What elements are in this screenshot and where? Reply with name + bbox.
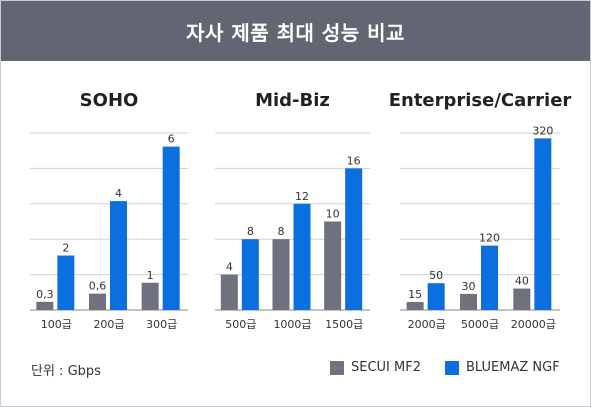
bar-secui-enterprise-carrier-0 (406, 301, 424, 310)
legend-item-secui: SECUI MF2 (330, 360, 421, 375)
bar-bluemaz-mid-biz-1 (293, 203, 311, 310)
data-label-soho-0-0: 0,3 (36, 288, 54, 301)
data-label-mid-biz-1-0: 8 (247, 225, 254, 238)
data-label-mid-biz-1-1: 12 (295, 190, 309, 203)
x-tick-label-enterprise-carrier-1: 5000급 (461, 318, 499, 331)
bar-bluemaz-soho-1 (110, 201, 127, 310)
x-tick-label-soho-2: 300급 (146, 318, 177, 331)
data-label-enterprise-carrier-1-0: 50 (429, 269, 443, 282)
x-tick-label-mid-biz-2: 1500급 (325, 318, 363, 331)
data-label-mid-biz-0-2: 10 (326, 208, 340, 221)
unit-label: 단위 : Gbps (31, 364, 101, 379)
data-label-enterprise-carrier-1-1: 120 (479, 232, 500, 245)
legend-item-bluemaz: BLUEMAZ NGF (445, 360, 560, 375)
legend-label-secui: SECUI MF2 (351, 360, 421, 375)
data-label-enterprise-carrier-0-1: 30 (462, 280, 476, 293)
bar-bluemaz-enterprise-carrier-2 (534, 138, 552, 310)
legend-swatch-bluemaz (445, 360, 459, 375)
bar-bluemaz-enterprise-carrier-0 (427, 283, 445, 310)
panel-title-mid-biz: Mid-Biz (255, 90, 330, 111)
legend-swatch-secui (330, 360, 344, 375)
bar-secui-soho-0 (36, 301, 54, 310)
bar-secui-enterprise-carrier-2 (513, 288, 531, 310)
data-label-enterprise-carrier-0-2: 40 (515, 275, 529, 288)
x-tick-label-mid-biz-1: 1000급 (273, 318, 311, 331)
bar-secui-mid-biz-1 (272, 239, 290, 310)
bar-secui-enterprise-carrier-1 (460, 293, 477, 310)
data-label-mid-biz-0-0: 4 (226, 261, 233, 274)
panel-title-enterprise-carrier: Enterprise/Carrier (389, 90, 572, 111)
bar-bluemaz-soho-2 (162, 146, 180, 310)
x-tick-label-enterprise-carrier-2: 20000급 (511, 318, 556, 331)
bar-secui-mid-biz-0 (220, 274, 238, 310)
page-title: 자사 제품 최대 성능 비교 (1, 1, 590, 61)
x-tick-label-mid-biz-0: 500급 (225, 318, 256, 331)
data-label-enterprise-carrier-1-2: 320 (532, 124, 553, 137)
panel-title-soho: SOHO (80, 90, 139, 111)
bar-bluemaz-mid-biz-0 (241, 239, 259, 310)
bar-bluemaz-soho-0 (57, 255, 75, 310)
bar-secui-soho-2 (141, 282, 159, 310)
data-label-soho-1-0: 2 (62, 242, 69, 255)
data-label-mid-biz-1-2: 16 (347, 154, 361, 167)
bar-bluemaz-enterprise-carrier-1 (481, 245, 498, 310)
data-label-enterprise-carrier-0-0: 15 (408, 288, 422, 301)
bar-secui-mid-biz-2 (324, 221, 342, 310)
bar-bluemaz-mid-biz-2 (345, 168, 363, 310)
x-tick-label-soho-0: 100급 (41, 318, 72, 331)
legend-label-bluemaz: BLUEMAZ NGF (466, 360, 560, 375)
data-label-mid-biz-0-1: 8 (278, 225, 285, 238)
data-label-soho-1-2: 6 (168, 133, 175, 146)
data-label-soho-1-1: 4 (115, 187, 122, 200)
data-label-soho-0-1: 0,6 (89, 280, 107, 293)
bar-secui-soho-1 (89, 293, 106, 310)
data-label-soho-0-2: 1 (147, 269, 154, 282)
x-tick-label-enterprise-carrier-0: 2000급 (408, 318, 446, 331)
x-tick-label-soho-1: 200급 (93, 318, 124, 331)
